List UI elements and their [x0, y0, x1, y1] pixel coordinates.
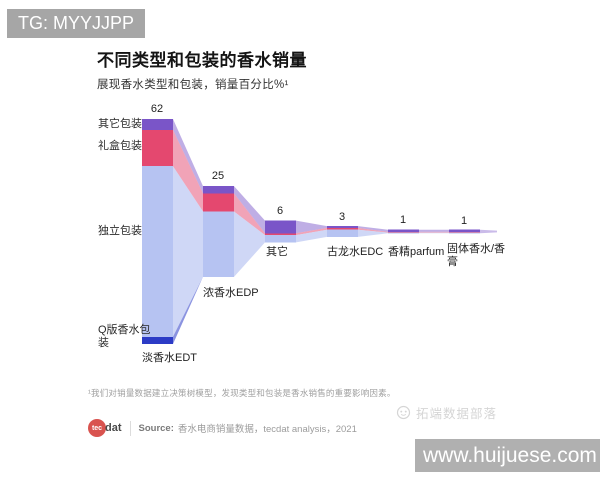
flow-column-1-segment-0 [203, 186, 234, 194]
flow-column-5-segment-1 [449, 231, 480, 233]
flow-band-0-1 [173, 129, 203, 212]
flow-column-0-segment-3 [142, 336, 173, 345]
flow-column-0-segment-0 [142, 119, 173, 130]
value-label-edp: 25 [211, 170, 225, 182]
watermark-brand: 拓端数据部落 [396, 403, 497, 422]
category-label-edp: 浓香水EDP [203, 287, 259, 299]
category-label-edc: 古龙水EDC [327, 246, 384, 258]
flow-column-1-segment-1 [203, 193, 234, 212]
flow-band-1-1 [234, 193, 265, 236]
flow-band-tail [480, 229, 497, 234]
flow-band-2-2 [296, 229, 327, 243]
source-divider [129, 420, 131, 436]
flow-band-4-1 [419, 231, 449, 233]
page-subtitle: 展现香水类型和包装，销量百分比%¹ [97, 79, 289, 91]
segment-label-other-packaging: 其它包装 [98, 118, 142, 130]
flow-column-5-segment-0 [449, 229, 480, 232]
value-label-edc: 3 [338, 211, 346, 223]
flow-band-4-2 [419, 232, 449, 234]
watermark-url: www.huijuese.com [415, 439, 600, 472]
category-label-solid: 固体香水/香膏 [447, 243, 506, 268]
source-row: tec dat Source: 香水电商销量数据，tecdat analysis… [88, 417, 357, 439]
flow-band-2-1 [296, 227, 327, 236]
footnote: ¹我们对销量数据建立决策树模型，发现类型和包装是香水销售的重要影响因素。 [88, 388, 396, 398]
panda-face-icon [396, 405, 411, 420]
flow-column-5-segment-2 [449, 232, 480, 234]
tecdat-logo-icon: tec [88, 419, 106, 437]
flow-column-2-segment-0 [265, 220, 296, 234]
flow-band-2-0 [296, 220, 327, 234]
flow-column-3-segment-2 [327, 229, 358, 237]
value-label-parfum: 1 [399, 214, 407, 226]
value-label-edt: 62 [150, 103, 164, 115]
flow-band-3-1 [358, 227, 388, 233]
flow-band-0-2 [173, 166, 203, 337]
value-label-solid: 1 [460, 215, 468, 227]
flow-band-3-0 [358, 226, 388, 232]
flow-band-0-3 [173, 276, 203, 344]
segment-label-q-packaging: Q版香水包装 [98, 324, 151, 349]
source-text: 香水电商销量数据，tecdat analysis，2021 [177, 424, 357, 435]
flow-column-3-segment-0 [327, 226, 358, 228]
source-label: Source: [138, 422, 174, 434]
tg-tag-badge: TG: MYYJJPP [7, 9, 146, 38]
flow-band-1-0 [234, 186, 265, 234]
flow-column-0-segment-2 [142, 166, 173, 337]
page-title: 不同类型和包装的香水销量 [97, 51, 307, 70]
category-label-other: 其它 [266, 246, 288, 258]
category-label-parfum: 香精parfum [388, 246, 445, 258]
segment-label-independent-packaging: 独立包装 [98, 225, 142, 237]
flow-column-2-segment-1 [265, 233, 296, 236]
flow-band-4-0 [419, 229, 449, 232]
flow-column-3-segment-1 [327, 227, 358, 230]
value-label-other: 6 [276, 205, 284, 217]
flow-band-3-2 [358, 229, 388, 237]
flow-column-1-segment-2 [203, 211, 234, 277]
flow-band-0-0 [173, 119, 203, 194]
flow-column-4-segment-1 [388, 231, 419, 233]
tecdat-logo-text: dat [105, 422, 122, 434]
flow-column-0-segment-1 [142, 129, 173, 167]
flow-band-1-2 [234, 211, 265, 277]
flow-column-2-segment-2 [265, 235, 296, 243]
segment-label-gift-packaging: 礼盒包装 [98, 140, 142, 152]
flow-column-4-segment-2 [388, 232, 419, 234]
watermark-brand-text: 拓端数据部落 [416, 407, 498, 421]
flow-column-4-segment-0 [388, 229, 419, 232]
category-label-edt: 淡香水EDT [142, 352, 197, 364]
